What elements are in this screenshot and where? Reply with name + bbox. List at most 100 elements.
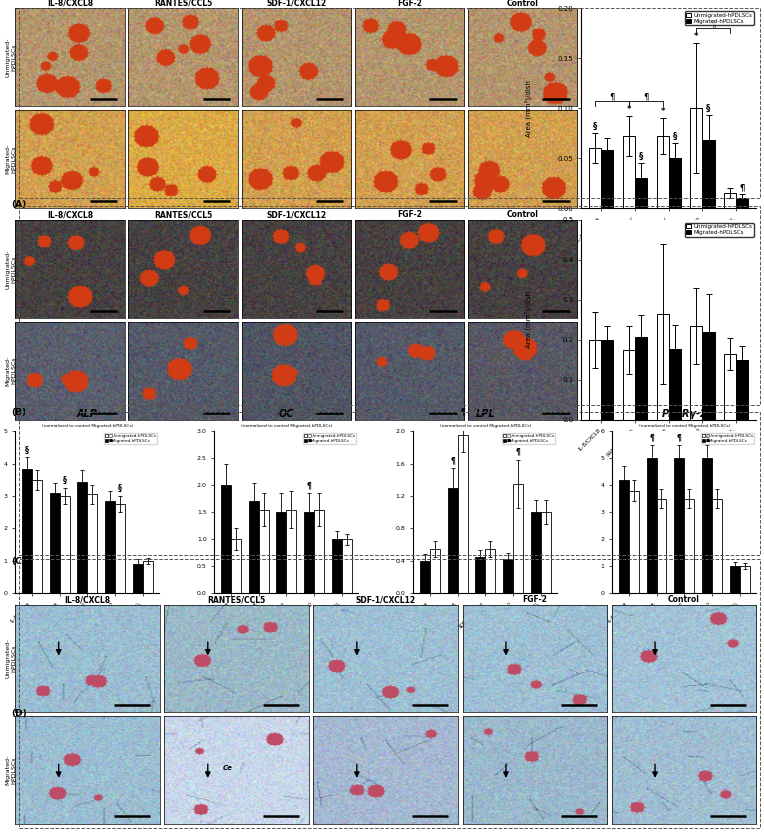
Legend: □Unmigrated-hPDLSCs, ■Migrated-hPDLSCs: □Unmigrated-hPDLSCs, ■Migrated-hPDLSCs — [104, 433, 157, 443]
Title: LPL: LPL — [475, 409, 495, 419]
Y-axis label: Migrated-
hPDLSCs: Migrated- hPDLSCs — [5, 144, 17, 174]
Bar — [724, 193, 736, 208]
Text: ¶: ¶ — [516, 448, 520, 457]
Bar — [702, 458, 712, 593]
Title: RANTES/CCL5: RANTES/CCL5 — [154, 210, 212, 219]
Title: ALP: ALP — [77, 409, 98, 419]
Bar — [656, 314, 668, 419]
Bar — [448, 488, 458, 593]
Bar — [60, 496, 70, 593]
Text: ¶: ¶ — [711, 19, 716, 28]
Legend: □Unmigrated-hPDLSCs, ■Migrated-hPDLSCs: □Unmigrated-hPDLSCs, ■Migrated-hPDLSCs — [303, 433, 356, 443]
Bar — [133, 564, 143, 593]
Bar — [485, 548, 495, 593]
Text: (normalized to control Migrated-hPDLSCs): (normalized to control Migrated-hPDLSCs) — [639, 424, 730, 428]
Bar — [475, 557, 485, 593]
Text: ¶: ¶ — [704, 433, 710, 442]
Legend: Unmigrated-hPDLSCs, Migrated-hPDLSCs: Unmigrated-hPDLSCs, Migrated-hPDLSCs — [685, 223, 753, 237]
Text: *: * — [626, 105, 631, 114]
Bar — [143, 561, 153, 593]
Bar — [629, 491, 639, 593]
Title: FGF-2: FGF-2 — [397, 0, 422, 7]
Bar — [50, 493, 60, 593]
Text: ¶: ¶ — [740, 183, 745, 192]
Bar — [430, 548, 440, 593]
Text: §: § — [707, 104, 711, 113]
Bar — [646, 458, 656, 593]
Text: §: § — [25, 445, 29, 454]
Title: RANTES/CCL5: RANTES/CCL5 — [154, 0, 212, 7]
Text: ¶: ¶ — [306, 482, 312, 491]
Bar — [419, 561, 430, 593]
Bar — [503, 559, 513, 593]
Bar — [702, 141, 714, 208]
Bar — [730, 566, 740, 593]
Title: Control: Control — [668, 595, 700, 604]
Title: SDF-1/CXCL12: SDF-1/CXCL12 — [356, 595, 416, 604]
Text: ¶: ¶ — [450, 456, 455, 465]
Bar — [619, 480, 629, 593]
Bar — [531, 513, 541, 593]
Bar — [32, 480, 42, 593]
Bar — [668, 349, 681, 419]
Text: §: § — [593, 122, 597, 131]
Bar — [231, 539, 241, 593]
Title: SDF-1/CXCL12: SDF-1/CXCL12 — [267, 0, 326, 7]
Text: *: * — [694, 32, 698, 42]
Bar — [221, 485, 231, 593]
Bar — [22, 468, 32, 593]
Bar — [258, 509, 269, 593]
Title: IL-8/CXCL8: IL-8/CXCL8 — [47, 0, 93, 7]
Text: ¶: ¶ — [649, 433, 654, 442]
Text: ¶: ¶ — [610, 92, 615, 102]
Text: *: * — [660, 107, 665, 116]
Y-axis label: Unmigrated-
hPDLSCs: Unmigrated- hPDLSCs — [5, 37, 17, 77]
Bar — [736, 198, 749, 208]
Bar — [691, 108, 702, 208]
Y-axis label: Unmigrated-
hPDLSCs: Unmigrated- hPDLSCs — [5, 249, 17, 289]
Bar — [77, 482, 87, 593]
Bar — [712, 498, 722, 593]
Bar — [691, 326, 702, 419]
Title: OC: OC — [279, 409, 294, 419]
Bar — [286, 509, 296, 593]
Text: ¶: ¶ — [677, 433, 681, 442]
Bar — [702, 332, 714, 419]
Bar — [541, 513, 551, 593]
Bar — [656, 498, 666, 593]
Y-axis label: Area (mm²)/dish: Area (mm²)/dish — [525, 291, 532, 349]
Y-axis label: Area (mm²)/dish: Area (mm²)/dish — [525, 80, 532, 136]
Bar — [601, 151, 613, 208]
Text: (D): (D) — [11, 709, 28, 718]
Title: SDF-1/CXCL12: SDF-1/CXCL12 — [267, 210, 326, 219]
Text: §: § — [672, 132, 677, 141]
Y-axis label: Migrated-
hPDLSCs: Migrated- hPDLSCs — [5, 355, 17, 386]
Text: (C): (C) — [11, 557, 26, 567]
Text: §: § — [118, 484, 122, 493]
Bar — [736, 359, 749, 419]
Text: (A): (A) — [11, 200, 27, 209]
Bar — [342, 539, 352, 593]
Bar — [740, 566, 749, 593]
Text: ¶: ¶ — [460, 408, 465, 416]
Legend: □Unmigrated-hPDLSCs, ■Migrated-hPDLSCs: □Unmigrated-hPDLSCs, ■Migrated-hPDLSCs — [502, 433, 555, 443]
Bar — [601, 339, 613, 419]
Bar — [314, 509, 324, 593]
Bar — [623, 136, 635, 208]
Bar — [635, 178, 647, 208]
Bar — [105, 501, 115, 593]
Bar — [635, 336, 647, 419]
Bar — [458, 435, 468, 593]
Title: RANTES/CCL5: RANTES/CCL5 — [208, 595, 266, 604]
Text: (normalized to control Migrated-hPDLSCs): (normalized to control Migrated-hPDLSCs) — [42, 424, 133, 428]
Title: PPARγ-2: PPARγ-2 — [662, 409, 707, 419]
Legend: □Unmigrated-hPDLSCs, ■Migrated-hPDLSCs: □Unmigrated-hPDLSCs, ■Migrated-hPDLSCs — [701, 433, 754, 443]
Legend: Unmigrated-hPDLSCs, Migrated-hPDLSCs: Unmigrated-hPDLSCs, Migrated-hPDLSCs — [685, 11, 753, 25]
Bar — [87, 494, 97, 593]
Text: Ce: Ce — [222, 765, 232, 771]
Bar — [685, 498, 694, 593]
Text: (normalized to control Migrated-hPDLSCs): (normalized to control Migrated-hPDLSCs) — [241, 424, 332, 428]
Title: Control: Control — [507, 210, 539, 219]
Y-axis label: Migrated-
hPDLSCs: Migrated- hPDLSCs — [5, 755, 17, 785]
Text: (B): (B) — [11, 408, 27, 417]
